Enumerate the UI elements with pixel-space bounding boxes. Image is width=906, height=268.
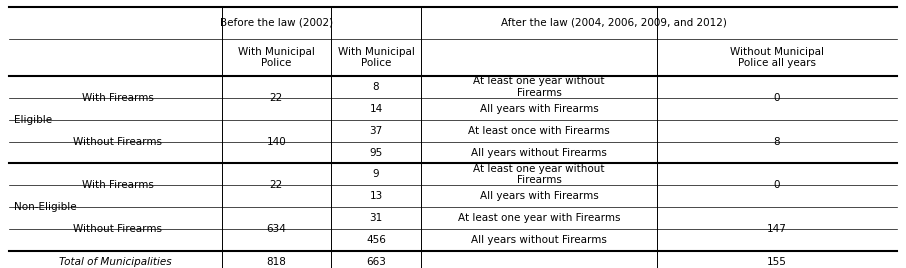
Text: Without Municipal
Police all years: Without Municipal Police all years bbox=[730, 47, 824, 68]
Text: 0: 0 bbox=[774, 93, 780, 103]
Text: 140: 140 bbox=[266, 137, 286, 147]
Text: With Municipal
Police: With Municipal Police bbox=[238, 47, 314, 68]
Text: Before the law (2002): Before the law (2002) bbox=[220, 18, 333, 28]
Text: 8: 8 bbox=[372, 82, 380, 92]
Text: Non-Eligible: Non-Eligible bbox=[14, 202, 76, 212]
Text: 147: 147 bbox=[767, 224, 786, 234]
Text: 37: 37 bbox=[370, 126, 382, 136]
Text: At least once with Firearms: At least once with Firearms bbox=[468, 126, 610, 136]
Text: 456: 456 bbox=[366, 235, 386, 245]
Text: All years without Firearms: All years without Firearms bbox=[471, 148, 607, 158]
Text: 818: 818 bbox=[266, 257, 286, 267]
Text: At least one year without
Firearms: At least one year without Firearms bbox=[473, 76, 605, 98]
Text: 13: 13 bbox=[370, 191, 382, 201]
Text: 9: 9 bbox=[372, 169, 380, 180]
Text: 634: 634 bbox=[266, 224, 286, 234]
Text: All years with Firearms: All years with Firearms bbox=[479, 191, 599, 201]
Text: 95: 95 bbox=[370, 148, 382, 158]
Text: Eligible: Eligible bbox=[14, 115, 52, 125]
Text: After the law (2004, 2006, 2009, and 2012): After the law (2004, 2006, 2009, and 201… bbox=[501, 18, 727, 28]
Text: 8: 8 bbox=[774, 137, 780, 147]
Text: With Municipal
Police: With Municipal Police bbox=[338, 47, 414, 68]
Text: 663: 663 bbox=[366, 257, 386, 267]
Text: Without Firearms: Without Firearms bbox=[73, 224, 162, 234]
Text: At least one year with Firearms: At least one year with Firearms bbox=[458, 213, 621, 223]
Text: 22: 22 bbox=[270, 93, 283, 103]
Text: With Firearms: With Firearms bbox=[82, 93, 154, 103]
Text: 31: 31 bbox=[370, 213, 382, 223]
Text: Without Firearms: Without Firearms bbox=[73, 137, 162, 147]
Text: 0: 0 bbox=[774, 180, 780, 190]
Text: Total of Municipalities: Total of Municipalities bbox=[59, 257, 172, 267]
Text: 14: 14 bbox=[370, 104, 382, 114]
Text: 22: 22 bbox=[270, 180, 283, 190]
Text: 155: 155 bbox=[767, 257, 786, 267]
Text: All years without Firearms: All years without Firearms bbox=[471, 235, 607, 245]
Text: With Firearms: With Firearms bbox=[82, 180, 154, 190]
Text: All years with Firearms: All years with Firearms bbox=[479, 104, 599, 114]
Text: At least one year without
Firearms: At least one year without Firearms bbox=[473, 164, 605, 185]
